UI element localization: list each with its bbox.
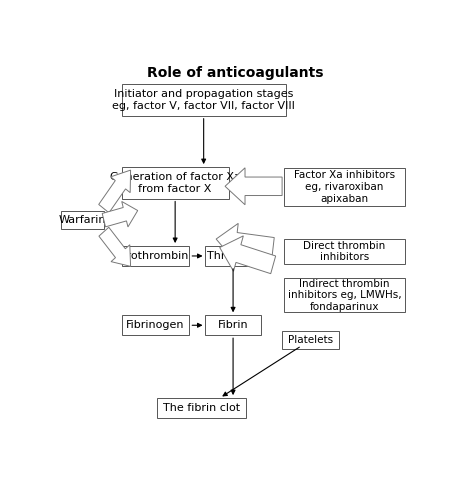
FancyBboxPatch shape [121,84,285,116]
Text: Initiator and propagation stages
eg, factor V, factor VII, factor VIII: Initiator and propagation stages eg, fac… [112,89,295,111]
Polygon shape [219,236,275,274]
FancyBboxPatch shape [205,316,260,336]
Polygon shape [224,168,281,205]
Text: Factor Xa inhibitors
eg, rivaroxiban
apixaban: Factor Xa inhibitors eg, rivaroxiban api… [293,170,394,203]
Text: Fibrinogen: Fibrinogen [126,320,185,330]
FancyBboxPatch shape [121,246,189,266]
FancyBboxPatch shape [157,398,246,418]
FancyBboxPatch shape [205,246,260,266]
FancyBboxPatch shape [121,316,189,336]
Text: Generation of factor Xa
from factor X: Generation of factor Xa from factor X [109,172,240,194]
Text: Prothrombin: Prothrombin [121,251,189,261]
Polygon shape [99,170,130,213]
FancyBboxPatch shape [121,167,228,198]
FancyBboxPatch shape [281,331,338,349]
FancyBboxPatch shape [283,278,404,312]
Polygon shape [102,202,137,227]
Text: Fibrin: Fibrin [217,320,248,330]
FancyBboxPatch shape [61,211,104,230]
FancyBboxPatch shape [283,168,404,206]
Text: The fibrin clot: The fibrin clot [163,403,240,413]
Polygon shape [99,228,130,266]
Text: Role of anticoagulants: Role of anticoagulants [147,66,323,80]
Polygon shape [216,224,274,260]
Text: Direct thrombin
inhibitors: Direct thrombin inhibitors [302,240,385,262]
FancyBboxPatch shape [283,239,404,264]
Text: Indirect thrombin
inhibitors eg, LMWHs,
fondaparinux: Indirect thrombin inhibitors eg, LMWHs, … [287,278,400,312]
Text: Thrombin: Thrombin [206,251,259,261]
Text: Platelets: Platelets [287,335,332,345]
Text: Warfarin: Warfarin [59,215,106,225]
